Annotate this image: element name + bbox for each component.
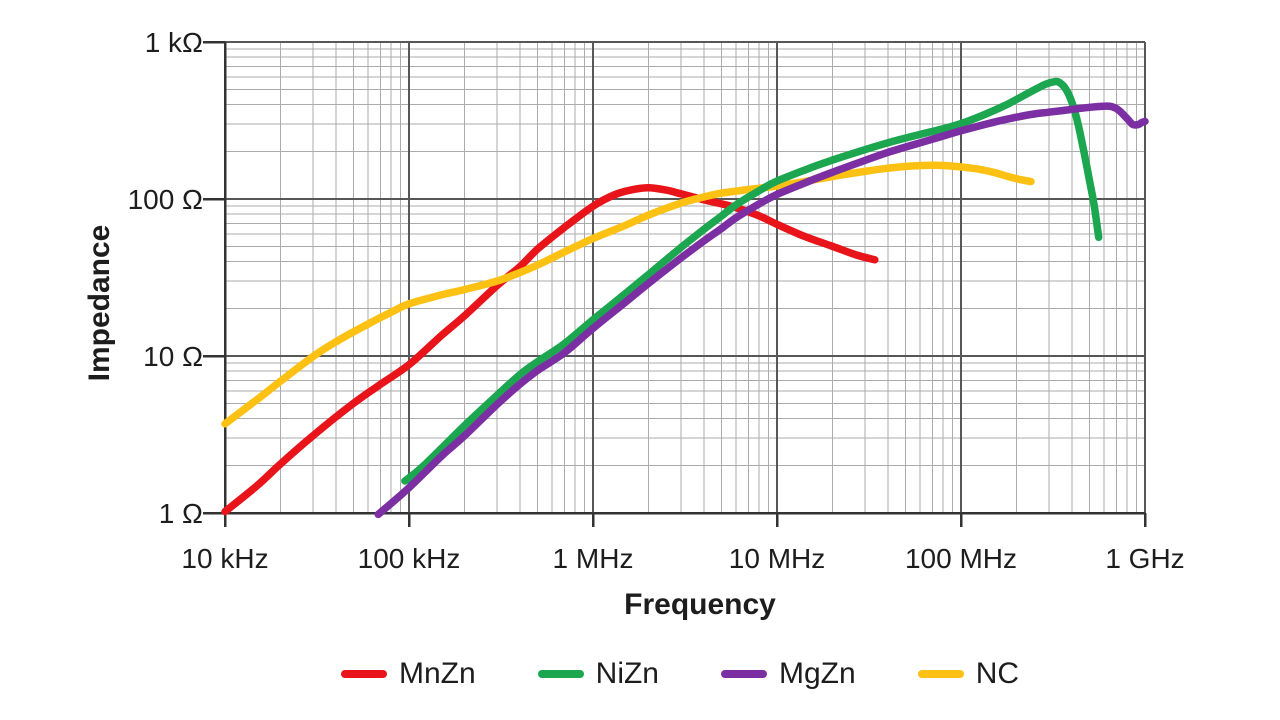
y-axis-title: Impedance (83, 224, 116, 382)
legend-swatch-nizn (537, 670, 584, 678)
x-axis-title: Frequency (624, 588, 776, 621)
series-curve-mnzn (221, 183, 879, 516)
x-tick-label: 1 GHz (1105, 543, 1184, 574)
series-curve-mgzn (374, 102, 1149, 519)
legend: MnZn NiZn MgZn NC (40, 652, 1280, 696)
x-tick-label: 10 kHz (181, 543, 268, 574)
y-tick-label: 10 Ω (143, 341, 203, 372)
x-tick-label: 1 MHz (553, 543, 634, 574)
legend-item-mgzn: MgZn (721, 659, 856, 689)
y-tick-label: 1 kΩ (145, 27, 203, 58)
series-curve-nc (221, 161, 1035, 428)
legend-item-mnzn: MnZn (340, 657, 476, 690)
x-tick-label: 100 MHz (905, 543, 1017, 574)
legend-label-mnzn: MnZn (398, 657, 476, 690)
legend-swatch-mnzn (340, 670, 387, 678)
x-tick-label: 10 MHz (729, 543, 825, 574)
legend-swatch-nc (917, 670, 964, 678)
legend-label-nizn: NiZn (595, 657, 659, 690)
series-curve-nizn (401, 77, 1103, 485)
y-tick-label: 1 Ω (159, 498, 203, 529)
legend-swatch-mgzn (721, 670, 767, 678)
legend-label-nc: NC (975, 657, 1020, 690)
x-tick-label: 100 kHz (358, 543, 461, 574)
legend-item-nizn: NiZn (537, 657, 659, 690)
legend-label-mgzn: MgZn (779, 657, 856, 690)
legend-item-nc: NC (917, 657, 1020, 690)
y-tick-label: 100 Ω (128, 184, 203, 215)
